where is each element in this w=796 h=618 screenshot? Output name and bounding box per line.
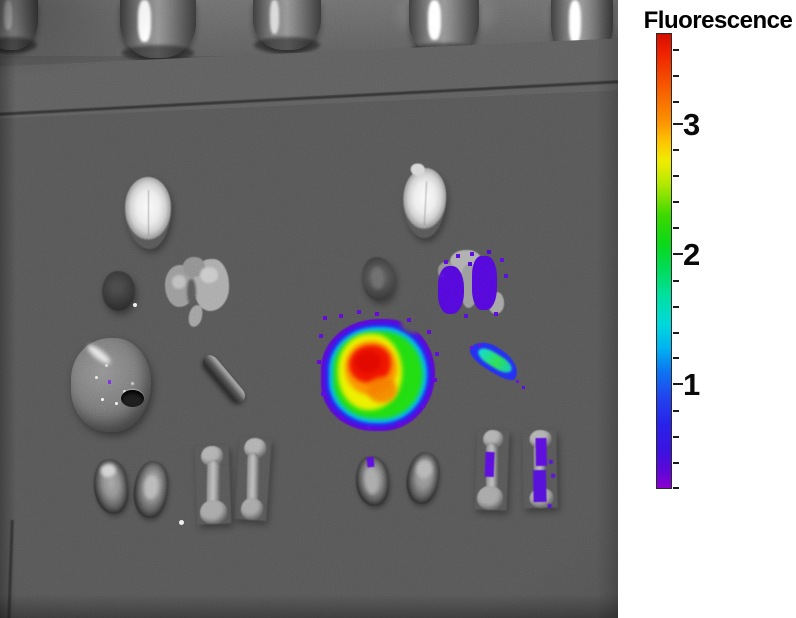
- colorbar-panel: Fluorescence: [618, 0, 796, 618]
- lung-highlight: [200, 267, 218, 283]
- tube-highlight: [138, 0, 151, 42]
- sample-tube: [120, 0, 196, 61]
- spleen-right-fluorescent: [465, 335, 526, 392]
- femur-right-1: [475, 429, 510, 511]
- heart-left: [102, 271, 135, 311]
- tube-highlight: [4, 0, 12, 30]
- kidney-highlight: [415, 459, 434, 480]
- trachea-tail: [186, 303, 205, 329]
- fluorescence-pixel-scatter: [444, 260, 448, 264]
- fluorescent-lobe-right: [472, 256, 497, 310]
- kidney-right-1: [353, 454, 392, 508]
- signal-secondary-orange: [367, 377, 397, 403]
- liver-gloss: [85, 342, 113, 367]
- femur-left-1: [195, 445, 232, 525]
- kidney-highlight: [143, 474, 160, 500]
- liver-right-fluorescent: [321, 313, 435, 431]
- fluorescence-pixel: [108, 380, 111, 384]
- liver-dark-hole: [121, 390, 144, 407]
- bone-shaft: [246, 452, 260, 504]
- organ-photograph: [0, 0, 618, 618]
- fluorescence-pixel-scatter: [323, 316, 327, 320]
- tube-highlight: [428, 0, 441, 40]
- fluorescence-patch: [484, 451, 495, 478]
- femur-left-2: [234, 437, 272, 521]
- tube-rim: [254, 37, 320, 53]
- lung-highlight: [172, 275, 186, 289]
- kidney-left-1: [90, 456, 132, 517]
- kidney-highlight: [99, 463, 117, 479]
- bone-knob: [476, 485, 504, 511]
- brain-midline: [423, 180, 427, 226]
- liver-left: [71, 338, 151, 432]
- lungs-right-fluorescent: [436, 250, 506, 318]
- bright-speck: [179, 520, 184, 525]
- fluorescence-pixel-scatter: [548, 459, 553, 464]
- bright-speck: [133, 303, 137, 307]
- brain-midline: [148, 189, 149, 237]
- blob-top-notch: [401, 313, 427, 333]
- colorbar-bar: [656, 33, 672, 489]
- bone-knob: [240, 497, 264, 521]
- fluorescence-pixel: [366, 456, 375, 468]
- lung-crevice: [187, 279, 196, 305]
- femur-right-2: [522, 429, 557, 509]
- spleen-left: [199, 352, 249, 407]
- colorbar-title: Fluorescence: [643, 7, 793, 34]
- sample-tube: [253, 0, 321, 53]
- kidney-right-2: [403, 450, 443, 506]
- kidney-left-2: [131, 459, 171, 520]
- fluorescence-pixel-scatter: [470, 346, 473, 349]
- fluorescent-lobe-left: [438, 266, 464, 314]
- fluorescence-patch: [535, 437, 547, 467]
- lungs-left: [165, 257, 229, 329]
- tube-highlight: [569, 0, 581, 44]
- platform-crease: [7, 519, 14, 618]
- tube-highlight: [270, 0, 279, 34]
- brain-stem-nub: [410, 163, 426, 176]
- brain-right: [401, 163, 448, 240]
- fluorescence-patch: [533, 469, 547, 503]
- sample-tube: [0, 0, 38, 53]
- bone-knob: [199, 499, 228, 525]
- heart-highlight: [369, 266, 385, 290]
- liver-specular-dots: [101, 398, 104, 401]
- heart-right: [360, 255, 397, 303]
- brain-left: [125, 177, 171, 249]
- signal-core-hotspot: [355, 351, 381, 373]
- kidney-highlight: [363, 467, 380, 495]
